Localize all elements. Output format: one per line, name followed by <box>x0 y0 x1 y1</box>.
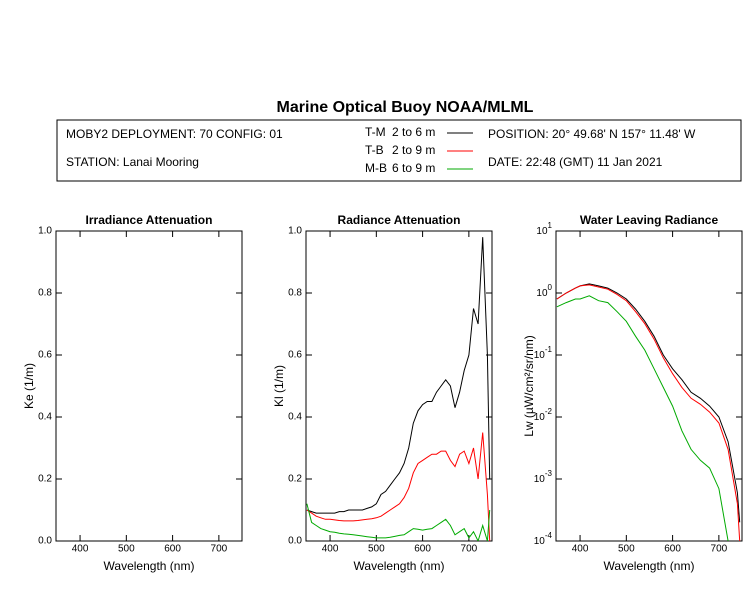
x-axis-label: Wavelength (nm) <box>104 559 195 573</box>
legend: T-M 2 to 6 m T-B 2 to 9 m M-B 6 to 9 m <box>365 125 473 175</box>
legend-name: M-B <box>365 161 387 175</box>
title: Marine Optical Buoy NOAA/MLML <box>277 99 534 116</box>
info-box <box>56 119 742 182</box>
y-tick-label: 0.0 <box>38 536 52 547</box>
data-line <box>306 237 491 514</box>
y-tick-exp: -4 <box>545 531 553 540</box>
legend-depth: 6 to 9 m <box>392 161 435 175</box>
y-tick-label: 0.8 <box>288 288 302 299</box>
y-tick-label: 1.0 <box>38 226 52 237</box>
legend-name: T-M <box>365 125 386 139</box>
plot-frame <box>555 230 743 542</box>
y-tick-exp: 1 <box>548 221 553 230</box>
x-axis-label: Wavelength (nm) <box>604 559 695 573</box>
data-line <box>556 284 741 541</box>
plot-frame <box>55 230 243 542</box>
y-tick-label: 10-1 <box>534 345 553 361</box>
y-axis-label: Ke (1/m) <box>22 363 36 409</box>
legend-depth: 2 to 6 m <box>392 125 435 139</box>
y-tick-label: 0.2 <box>38 474 52 485</box>
y-tick-base: 10 <box>534 536 546 547</box>
y-tick-label: 10-3 <box>534 469 553 485</box>
x-tick-label: 600 <box>414 544 431 555</box>
plot-title: Irradiance Attenuation <box>86 213 213 227</box>
y-tick-label: 0.4 <box>288 412 302 423</box>
y-tick-base: 10 <box>536 226 548 237</box>
x-tick-label: 400 <box>572 544 589 555</box>
y-tick-label: 10-4 <box>534 531 553 547</box>
y-tick-label: 0.0 <box>288 536 302 547</box>
position: POSITION: 20° 49.68' N 157° 11.48' W <box>488 127 696 141</box>
y-axis-label: Kl (1/m) <box>272 365 286 407</box>
x-tick-label: 400 <box>322 544 339 555</box>
y-tick-label: 0.2 <box>288 474 302 485</box>
x-tick-label: 500 <box>368 544 385 555</box>
x-axis-label: Wavelength (nm) <box>354 559 445 573</box>
data-line <box>306 503 491 541</box>
y-tick-label: 101 <box>536 221 552 237</box>
plot-title: Water Leaving Radiance <box>580 213 719 227</box>
legend-depth: 2 to 9 m <box>392 143 435 157</box>
data-line <box>556 295 729 541</box>
legend-name: T-B <box>365 143 384 157</box>
y-tick-label: 1.0 <box>288 226 302 237</box>
y-tick-exp: -2 <box>545 407 553 416</box>
y-tick-label: 0.8 <box>38 288 52 299</box>
date: DATE: 22:48 (GMT) 11 Jan 2021 <box>488 155 663 169</box>
y-tick-base: 10 <box>534 350 546 361</box>
y-axis-label: Lw (µW/cm²/sr/nm) <box>522 335 536 437</box>
y-tick-label: 0.4 <box>38 412 52 423</box>
y-tick-base: 10 <box>536 288 548 299</box>
y-tick-base: 10 <box>534 412 546 423</box>
plot-frame <box>305 230 493 542</box>
x-tick-label: 700 <box>461 544 478 555</box>
y-tick-label: 10-2 <box>534 407 553 423</box>
y-tick-base: 10 <box>534 474 546 485</box>
plot-title: Radiance Attenuation <box>338 213 461 227</box>
y-tick-exp: -1 <box>545 345 553 354</box>
station: STATION: Lanai Mooring <box>66 155 199 169</box>
deployment: MOBY2 DEPLOYMENT: 70 CONFIG: 01 <box>66 127 283 141</box>
y-tick-label: 0.6 <box>288 350 302 361</box>
x-tick-label: 500 <box>618 544 635 555</box>
x-tick-label: 600 <box>164 544 181 555</box>
data-line <box>306 432 491 541</box>
x-tick-label: 400 <box>72 544 89 555</box>
x-tick-label: 700 <box>711 544 728 555</box>
y-tick-exp: -3 <box>545 469 553 478</box>
data-line <box>556 283 741 523</box>
y-tick-label: 100 <box>536 283 552 299</box>
y-tick-exp: 0 <box>548 283 553 292</box>
y-tick-label: 0.6 <box>38 350 52 361</box>
x-tick-label: 600 <box>664 544 681 555</box>
x-tick-label: 500 <box>118 544 135 555</box>
x-tick-label: 700 <box>211 544 228 555</box>
